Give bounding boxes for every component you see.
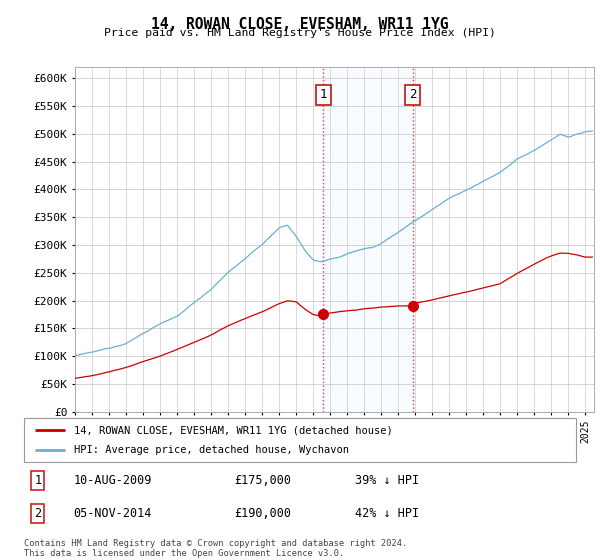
Text: 2: 2 (34, 507, 41, 520)
Text: 1: 1 (34, 474, 41, 487)
Text: £175,000: £175,000 (234, 474, 291, 487)
Text: 1: 1 (320, 88, 327, 101)
Text: HPI: Average price, detached house, Wychavon: HPI: Average price, detached house, Wych… (74, 445, 349, 455)
Text: Price paid vs. HM Land Registry's House Price Index (HPI): Price paid vs. HM Land Registry's House … (104, 28, 496, 38)
Text: Contains HM Land Registry data © Crown copyright and database right 2024.
This d: Contains HM Land Registry data © Crown c… (24, 539, 407, 558)
Text: 14, ROWAN CLOSE, EVESHAM, WR11 1YG (detached house): 14, ROWAN CLOSE, EVESHAM, WR11 1YG (deta… (74, 425, 392, 435)
Text: 2: 2 (409, 88, 416, 101)
Bar (323, 67, 413, 412)
Text: 42% ↓ HPI: 42% ↓ HPI (355, 507, 419, 520)
Text: 39% ↓ HPI: 39% ↓ HPI (355, 474, 419, 487)
Text: 10-AUG-2009: 10-AUG-2009 (74, 474, 152, 487)
Text: £190,000: £190,000 (234, 507, 291, 520)
FancyBboxPatch shape (24, 418, 576, 462)
Text: 05-NOV-2014: 05-NOV-2014 (74, 507, 152, 520)
Text: 14, ROWAN CLOSE, EVESHAM, WR11 1YG: 14, ROWAN CLOSE, EVESHAM, WR11 1YG (151, 17, 449, 32)
